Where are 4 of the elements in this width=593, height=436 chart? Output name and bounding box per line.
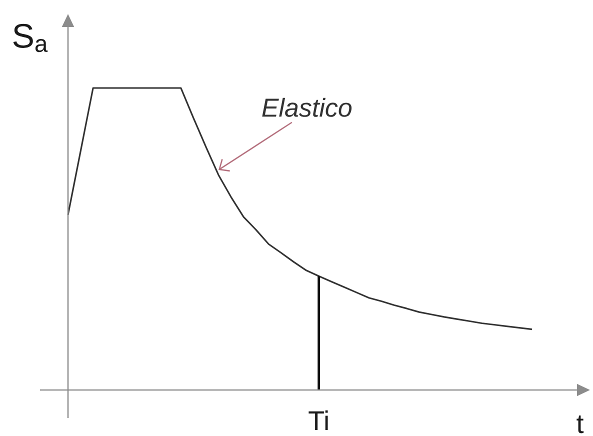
x-axis-title: t bbox=[576, 416, 584, 434]
text: Elastico bbox=[262, 98, 352, 117]
text: Ti bbox=[308, 410, 328, 430]
y-axis-title: S$_{a}$ bbox=[13, 24, 48, 52]
